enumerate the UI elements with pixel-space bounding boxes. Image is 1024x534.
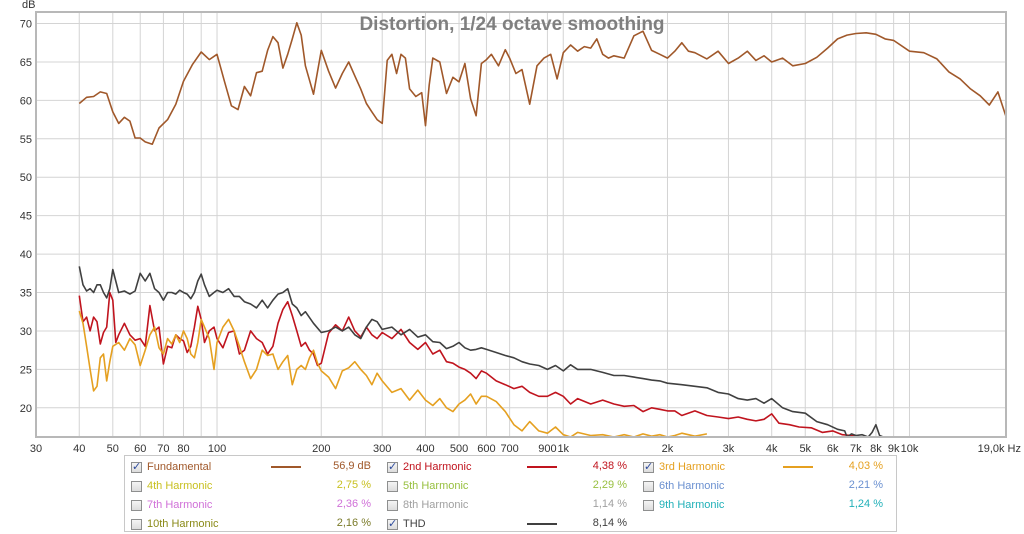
legend-item-thd[interactable]: THD (387, 516, 426, 532)
legend-item-8th-harmonic[interactable]: 8th Harmonic (387, 497, 468, 513)
x-tick-label: 5k (799, 443, 811, 455)
legend-item-2nd-harmonic[interactable]: 2nd Harmonic (387, 459, 471, 475)
legend-item-10th-harmonic[interactable]: 10th Harmonic (131, 516, 219, 532)
legend-item-5th-harmonic[interactable]: 5th Harmonic (387, 478, 468, 494)
x-tick-label: 60 (134, 443, 146, 455)
y-tick-label: 20 (20, 403, 32, 415)
legend-value: 2,21 % (823, 479, 883, 491)
distortion-chart: 30 40 50 60 70 80 100 200 300 400 500 600 700 900 1k 2k… (0, 0, 1024, 455)
legend-panel: Fundamental 56,9 dB 2nd Harmonic 4,38 % 3rd … (124, 455, 897, 532)
y-tick-label: 55 (20, 134, 32, 146)
x-tick-label: 300 (373, 443, 391, 455)
x-tick-label: 3k (723, 443, 735, 455)
x-tick-label: 30 (30, 443, 42, 455)
x-tick-label: 1k (557, 443, 569, 455)
legend-checkbox-2nd-harmonic[interactable] (387, 462, 398, 473)
y-tick-label: 25 (20, 364, 32, 376)
legend-line-swatch (271, 466, 301, 468)
legend-checkbox-3rd-harmonic[interactable] (643, 462, 654, 473)
y-tick-labels: 20 25 30 35 40 45 50 55 60 65 70 (20, 19, 32, 415)
legend-label: 7th Harmonic (147, 499, 212, 511)
legend-line-swatch (527, 466, 557, 468)
legend-label: 2nd Harmonic (403, 461, 471, 473)
chart-title: Distortion, 1/24 octave smoothing (359, 14, 664, 35)
x-tick-label: 6k (827, 443, 839, 455)
x-tick-label: 100 (208, 443, 226, 455)
x-tick-label: 700 (500, 443, 518, 455)
legend-value: 2,16 % (311, 517, 371, 529)
x-tick-label: 7k (850, 443, 862, 455)
legend-label: Fundamental (147, 461, 211, 473)
legend-value: 56,9 dB (311, 460, 371, 472)
y-tick-label: 35 (20, 288, 32, 300)
legend-label: 4th Harmonic (147, 480, 212, 492)
x-tick-label: 70 (157, 443, 169, 455)
legend-value: 4,03 % (823, 460, 883, 472)
legend-checkbox-8th-harmonic[interactable] (387, 500, 398, 511)
legend-checkbox-9th-harmonic[interactable] (643, 500, 654, 511)
legend-value: 1,24 % (823, 498, 883, 510)
plot-area (36, 12, 1006, 437)
x-tick-label: 900 (538, 443, 556, 455)
y-tick-label: 30 (20, 326, 32, 338)
legend-item-9th-harmonic[interactable]: 9th Harmonic (643, 497, 724, 513)
legend-item-fundamental[interactable]: Fundamental (131, 459, 211, 475)
y-tick-label: 70 (20, 19, 32, 31)
x-tick-label: 600 (477, 443, 495, 455)
x-tick-label: 8k (870, 443, 882, 455)
legend-line-swatch (783, 466, 813, 468)
y-tick-label: 65 (20, 57, 32, 69)
legend-label: 10th Harmonic (147, 518, 219, 530)
legend-value: 2,36 % (311, 498, 371, 510)
y-tick-label: 60 (20, 95, 32, 107)
legend-checkbox-4th-harmonic[interactable] (131, 481, 142, 492)
x-tick-label: 19,0k Hz (978, 443, 1021, 455)
y-axis-label: dB (22, 0, 35, 11)
legend-value: 8,14 % (567, 517, 627, 529)
legend-line-swatch (527, 523, 557, 525)
legend-value: 2,75 % (311, 479, 371, 491)
x-tick-label: 40 (73, 443, 85, 455)
legend-item-4th-harmonic[interactable]: 4th Harmonic (131, 478, 212, 494)
legend-label: 3rd Harmonic (659, 461, 725, 473)
legend-label: 9th Harmonic (659, 499, 724, 511)
legend-label: THD (403, 518, 426, 530)
y-tick-label: 40 (20, 249, 32, 261)
y-tick-label: 50 (20, 172, 32, 184)
legend-checkbox-6th-harmonic[interactable] (643, 481, 654, 492)
legend-item-7th-harmonic[interactable]: 7th Harmonic (131, 497, 212, 513)
legend-value: 2,29 % (567, 479, 627, 491)
legend-label: 8th Harmonic (403, 499, 468, 511)
legend-value: 1,14 % (567, 498, 627, 510)
legend-item-6th-harmonic[interactable]: 6th Harmonic (643, 478, 724, 494)
legend-checkbox-fundamental[interactable] (131, 462, 142, 473)
x-tick-label: 50 (107, 443, 119, 455)
x-tick-label: 10k (901, 443, 919, 455)
legend-value: 4,38 % (567, 460, 627, 472)
legend-checkbox-thd[interactable] (387, 519, 398, 530)
x-tick-labels: 30 40 50 60 70 80 100 200 300 400 500 600 700 900 1k 2k… (30, 443, 1021, 455)
x-tick-label: 200 (312, 443, 330, 455)
x-tick-label: 80 (177, 443, 189, 455)
x-tick-label: 4k (766, 443, 778, 455)
x-tick-label: 500 (450, 443, 468, 455)
y-tick-label: 45 (20, 211, 32, 223)
x-tick-label: 2k (662, 443, 674, 455)
legend-checkbox-5th-harmonic[interactable] (387, 481, 398, 492)
x-tick-label: 400 (416, 443, 434, 455)
legend-label: 5th Harmonic (403, 480, 468, 492)
legend-checkbox-10th-harmonic[interactable] (131, 519, 142, 530)
legend-item-3rd-harmonic[interactable]: 3rd Harmonic (643, 459, 725, 475)
legend-checkbox-7th-harmonic[interactable] (131, 500, 142, 511)
legend-label: 6th Harmonic (659, 480, 724, 492)
x-tick-label: 9k (888, 443, 900, 455)
